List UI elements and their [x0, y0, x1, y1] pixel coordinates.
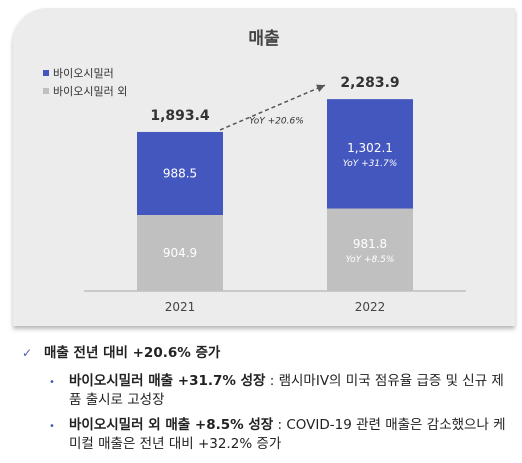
legend-label: 바이오시밀러 외 [53, 85, 127, 98]
chart-title: 매출 [248, 29, 280, 49]
total-label: 2,283.9 [340, 75, 399, 91]
bullet-sub-text: 바이오시밀러 외 매출 +8.5% 성장 : COVID-19 관련 매출은 감… [69, 416, 512, 454]
bullet-main: ✓ 매출 전년 대비 +20.6% 증가 [22, 344, 512, 363]
bar-segment [327, 99, 413, 209]
bullet-sub-text: 바이오시밀러 매출 +31.7% 성장 : 램시마IV의 미국 점유율 급증 및… [69, 372, 512, 410]
yoy-label: YoY +8.5% [346, 255, 395, 265]
data-label: 1,302.1 [347, 141, 393, 155]
growth-arrow-line [219, 84, 326, 131]
growth-arrow-head [316, 84, 325, 92]
bullet-main-text: 매출 전년 대비 +20.6% 증가 [44, 345, 221, 361]
x-tick-label: 2022 [355, 300, 386, 314]
x-tick-label: 2021 [165, 300, 196, 314]
bar-segment [327, 208, 413, 291]
yoy-label: YoY +31.7% [343, 159, 398, 169]
bullet-sub-bold: 바이오시밀러 매출 +31.7% 성장 [69, 373, 266, 389]
legend-label: 바이오시밀러 [53, 67, 114, 80]
bullet-sub-rest: : 램시마IV의 미국 점유율 급증 및 신규 제품 출시로 고성장 [69, 373, 504, 408]
bullet-dot-icon: • [49, 377, 55, 388]
bar-segment [137, 214, 223, 291]
bullet-sub: • 바이오시밀러 외 매출 +8.5% 성장 : COVID-19 관련 매출은… [49, 416, 512, 454]
data-label: 988.5 [163, 166, 197, 180]
bullet-dot-icon: • [49, 421, 55, 432]
check-icon: ✓ [22, 346, 33, 360]
legend-swatch [43, 88, 49, 94]
summary-bullets: ✓ 매출 전년 대비 +20.6% 증가 • 바이오시밀러 매출 +31.7% … [22, 344, 512, 460]
bullet-sub-rest: : COVID-19 관련 매출은 감소했으나 케미컬 매출은 전년 대비 +3… [69, 417, 506, 452]
total-label: 1,893.4 [150, 108, 210, 124]
legend-swatch [43, 70, 49, 76]
data-label: 904.9 [163, 246, 197, 260]
bar-segment [137, 131, 223, 215]
growth-annotation: YoY +20.6% [249, 117, 304, 127]
data-label: 981.8 [353, 237, 387, 251]
bullet-sub-bold: 바이오시밀러 외 매출 +8.5% 성장 [69, 417, 274, 433]
bullet-sub: • 바이오시밀러 매출 +31.7% 성장 : 램시마IV의 미국 점유율 급증… [49, 372, 512, 410]
